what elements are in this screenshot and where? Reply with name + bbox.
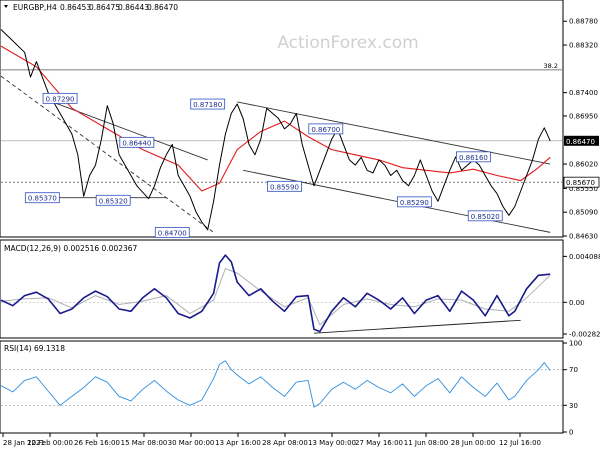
price-label-box bbox=[119, 136, 155, 148]
price-label: 0.84700 bbox=[158, 229, 187, 237]
rsi-y-tick-label: 100 bbox=[569, 340, 582, 348]
price-labels: 0.87290 0.86440 0.85370 0.85320 0.84700 0.871… bbox=[24, 92, 600, 238]
macd-y-tick-label: 0.00 bbox=[569, 299, 585, 307]
price-y-tick-label: 0.88780 bbox=[569, 18, 598, 26]
price-header: EURGBP,H4 0.86453 0.86475 0.86443 0.8647… bbox=[4, 3, 178, 12]
price-label: 0.85290 bbox=[400, 199, 429, 207]
price-label-box bbox=[154, 226, 190, 238]
current-price-label: 0.86470 bbox=[566, 138, 595, 146]
macd-y-tick-label: -0.00282 bbox=[569, 330, 600, 338]
header-low: 0.86443 bbox=[118, 3, 149, 12]
macd-signal-line bbox=[0, 267, 551, 326]
price-y-tick-label: 0.88320 bbox=[569, 42, 598, 50]
x-tick-label: 12 Feb 00:00 bbox=[27, 439, 73, 447]
price-label-box bbox=[396, 196, 432, 208]
price-y-tick-label: 0.86950 bbox=[569, 112, 598, 120]
rsi-y-tick-label: 70 bbox=[569, 366, 578, 374]
price-y-tick-label: 0.87400 bbox=[569, 89, 598, 97]
x-tick-label: 27 May 16:00 bbox=[355, 439, 403, 447]
rsi-lines bbox=[0, 360, 562, 408]
price-lines: 38.2 bbox=[0, 29, 562, 233]
x-tick-label: 15 Mar 08:00 bbox=[121, 439, 168, 447]
rsi-y-tick-label: 0 bbox=[569, 429, 573, 437]
watermark: ActionForex.com bbox=[277, 33, 418, 53]
price-y-tick-label: 0.85550 bbox=[569, 185, 598, 193]
macd-panel-frame bbox=[0, 239, 564, 339]
price-label: 0.87290 bbox=[46, 95, 75, 103]
price-y-tick-label: 0.86020 bbox=[569, 161, 598, 169]
macd-trend-line bbox=[313, 319, 521, 334]
rsi-panel: RSI(14) 69.1318 100 70 30 0 bbox=[0, 340, 582, 437]
price-label: 0.85320 bbox=[99, 197, 128, 205]
x-tick-label: 11 Jun 08:00 bbox=[404, 439, 448, 447]
header-arrow-icon bbox=[4, 5, 8, 8]
price-label: 0.86700 bbox=[311, 126, 340, 134]
header-symbol: EURGBP,H4 bbox=[13, 3, 57, 12]
trend-line bbox=[237, 101, 551, 165]
price-line bbox=[0, 29, 551, 231]
x-tick-label: 12 Jul 16:00 bbox=[499, 439, 541, 447]
price-y-tick-label: 0.85090 bbox=[569, 209, 598, 217]
trend-line bbox=[243, 169, 551, 233]
rsi-y-axis: 100 70 30 0 bbox=[563, 340, 582, 437]
price-label: 0.85020 bbox=[471, 213, 500, 221]
level-box bbox=[563, 176, 600, 188]
header-high: 0.86475 bbox=[89, 3, 120, 12]
price-label-box bbox=[24, 192, 60, 204]
price-label: 0.85370 bbox=[28, 195, 57, 203]
header-open: 0.86453 bbox=[60, 3, 91, 12]
price-label-box bbox=[95, 194, 131, 206]
rsi-panel-frame bbox=[0, 340, 564, 434]
price-label-box bbox=[467, 210, 503, 222]
x-tick-label: 13 May 00:00 bbox=[308, 439, 356, 447]
price-y-tick-label: 0.84630 bbox=[569, 233, 598, 241]
x-tick-label: 28 Apr 08:00 bbox=[262, 439, 308, 447]
rsi-line bbox=[0, 360, 551, 408]
macd-y-axis: 0.004088 0.00 -0.00282 bbox=[563, 253, 600, 338]
price-panel: ActionForex.com EURGBP,H4 0.86453 0.8647… bbox=[0, 0, 600, 241]
header-close: 0.86470 bbox=[147, 3, 178, 12]
macd-header: MACD(12,26,9) 0.002516 0.002367 bbox=[4, 244, 138, 253]
current-price-box bbox=[564, 135, 599, 146]
x-tick-label: 28 Jan 2021 bbox=[3, 439, 45, 447]
price-label-box bbox=[456, 151, 491, 163]
level-label: 0.85670 bbox=[566, 179, 595, 187]
price-label-box bbox=[308, 123, 344, 135]
price-label-box bbox=[190, 98, 226, 110]
price-label: 0.86440 bbox=[122, 139, 151, 147]
price-label: 0.86160 bbox=[459, 154, 488, 162]
x-tick-label: 26 Feb 16:00 bbox=[74, 439, 120, 447]
rsi-y-tick-label: 30 bbox=[569, 402, 578, 410]
price-label: 0.87180 bbox=[193, 101, 222, 109]
macd-y-tick-label: 0.004088 bbox=[569, 253, 600, 261]
price-y-axis: 0.88780 0.88320 0.87400 0.86950 0.86020 0.855… bbox=[563, 18, 598, 241]
price-label-box bbox=[267, 180, 302, 192]
trend-line bbox=[0, 75, 214, 233]
price-label: 0.85590 bbox=[270, 183, 299, 191]
fib-label: 38.2 bbox=[544, 62, 558, 70]
x-tick-label: 28 Jun 00:00 bbox=[451, 439, 495, 447]
macd-line bbox=[0, 254, 551, 333]
x-tick-label: 13 Apr 16:00 bbox=[215, 439, 261, 447]
macd-panel: MACD(12,26,9) 0.002516 0.002367 0.004088… bbox=[0, 239, 600, 339]
rsi-header: RSI(14) 69.1318 bbox=[4, 344, 65, 353]
x-tick-label: 30 Mar 00:00 bbox=[168, 439, 215, 447]
price-label-box bbox=[42, 92, 78, 104]
macd-lines bbox=[0, 254, 562, 334]
